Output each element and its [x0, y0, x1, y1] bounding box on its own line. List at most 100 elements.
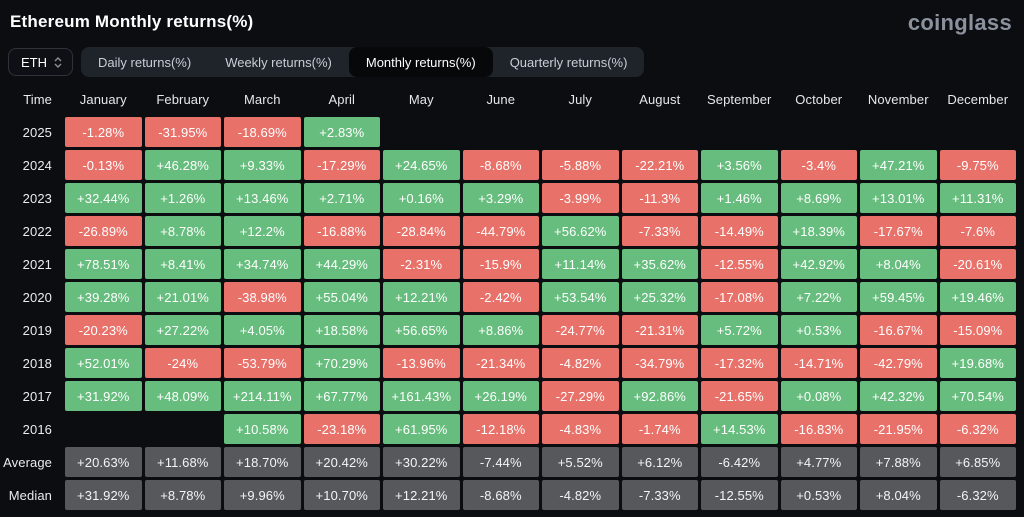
return-cell: -1.28% — [65, 117, 142, 147]
empty-cell — [383, 117, 460, 147]
return-cell: +11.31% — [939, 183, 1016, 213]
column-header-month: December — [947, 91, 1009, 107]
column-header-month: October — [795, 91, 843, 107]
return-cell: +32.44% — [65, 183, 142, 213]
return-cell: -38.98% — [224, 282, 301, 312]
return-cell: -15.9% — [462, 249, 539, 279]
return-cell: +56.65% — [383, 315, 460, 345]
return-cell: -3.99% — [542, 183, 619, 213]
tab-daily-returns[interactable]: Daily returns(%) — [98, 54, 192, 70]
return-cell: +18.39% — [780, 216, 857, 246]
return-cell: -17.08% — [701, 282, 778, 312]
row-label: 2022 — [22, 223, 52, 239]
return-cell: +14.53% — [701, 414, 778, 444]
return-cell: +8.04% — [860, 480, 937, 510]
return-cell: -42.79% — [860, 348, 937, 378]
return-cell: -53.79% — [224, 348, 301, 378]
return-cell: +21.01% — [144, 282, 221, 312]
coinglass-logo[interactable]: coinglass — [907, 10, 1012, 35]
return-cell: +53.54% — [542, 282, 619, 312]
return-cell: +34.74% — [224, 249, 301, 279]
row-label: 2025 — [22, 124, 52, 140]
return-cell: +11.14% — [542, 249, 619, 279]
return-cell: -6.42% — [701, 447, 778, 477]
empty-cell — [701, 117, 778, 147]
return-cell: -4.82% — [542, 480, 619, 510]
column-header-month: July — [568, 91, 593, 107]
empty-cell — [940, 117, 1017, 147]
returns-grid: Time January February March April May June July… — [3, 84, 1017, 510]
return-cell: -16.88% — [303, 216, 380, 246]
return-cell: -2.42% — [462, 282, 539, 312]
return-cell: -7.33% — [621, 216, 698, 246]
return-cell: -15.09% — [939, 315, 1016, 345]
return-cell: -4.83% — [542, 414, 619, 444]
row-label: Average — [3, 454, 52, 470]
return-cell: -1.74% — [621, 414, 698, 444]
column-header-month: May — [408, 91, 434, 107]
return-cell: -24.77% — [542, 315, 619, 345]
return-cell: -3.4% — [780, 150, 857, 180]
return-cell: -14.49% — [701, 216, 778, 246]
return-cell: -12.18% — [462, 414, 539, 444]
column-header-month: November — [867, 91, 929, 107]
return-cell: -20.61% — [939, 249, 1016, 279]
return-cell: -17.29% — [303, 150, 380, 180]
return-cell: +8.04% — [860, 249, 937, 279]
empty-cell — [860, 117, 937, 147]
column-header-month: June — [486, 91, 516, 107]
return-cell: +78.51% — [65, 249, 142, 279]
return-cell: -8.68% — [462, 150, 539, 180]
return-cell: -2.31% — [383, 249, 460, 279]
column-header-month: September — [707, 91, 772, 107]
return-cell: +42.92% — [780, 249, 857, 279]
return-cell: -27.29% — [542, 381, 619, 411]
row-label: 2019 — [22, 322, 52, 338]
return-cell: +92.86% — [621, 381, 698, 411]
row-label: 2016 — [22, 421, 52, 437]
empty-cell — [781, 117, 858, 147]
return-cell: +20.42% — [303, 447, 380, 477]
return-cell: +5.52% — [542, 447, 619, 477]
return-cell: -44.79% — [462, 216, 539, 246]
return-cell: +0.53% — [780, 315, 857, 345]
return-cell: -21.65% — [701, 381, 778, 411]
return-cell: +161.43% — [383, 381, 460, 411]
return-cell: +59.45% — [860, 282, 937, 312]
return-cell: -26.89% — [65, 216, 142, 246]
return-cell: -34.79% — [621, 348, 698, 378]
tab-weekly-returns[interactable]: Weekly returns(%) — [225, 54, 332, 70]
return-cell: +19.46% — [939, 282, 1016, 312]
empty-cell — [65, 414, 142, 444]
tab-quarterly-returns[interactable]: Quarterly returns(%) — [509, 54, 628, 70]
return-cell: +4.77% — [780, 447, 857, 477]
return-cell: -4.82% — [542, 348, 619, 378]
return-cell: +46.28% — [144, 150, 221, 180]
return-cell: -16.67% — [860, 315, 937, 345]
return-cell: +214.11% — [224, 381, 301, 411]
controls-bar: ETH Daily returns(%) Weekly returns(%) M… — [8, 46, 1016, 78]
return-cell: +47.21% — [860, 150, 937, 180]
return-cell: +70.54% — [939, 381, 1016, 411]
return-cell: -7.33% — [621, 480, 698, 510]
row-label: 2023 — [22, 190, 52, 206]
return-cell: +8.78% — [144, 480, 221, 510]
return-cell: +9.33% — [224, 150, 301, 180]
return-cell: +44.29% — [303, 249, 380, 279]
up-down-chevron-icon — [54, 56, 62, 68]
return-cell: +26.19% — [462, 381, 539, 411]
return-cell: +10.58% — [224, 414, 301, 444]
symbol-selector[interactable]: ETH — [8, 48, 73, 76]
row-label: 2020 — [22, 289, 52, 305]
return-cell: +10.70% — [303, 480, 380, 510]
return-cell: +9.96% — [224, 480, 301, 510]
column-header-month: January — [79, 91, 127, 107]
return-cell: +67.77% — [303, 381, 380, 411]
return-cell: +25.32% — [621, 282, 698, 312]
tab-monthly-returns[interactable]: Monthly returns(%) — [348, 47, 493, 77]
return-cell: -31.95% — [144, 117, 221, 147]
return-cell: -17.32% — [701, 348, 778, 378]
symbol-selector-value: ETH — [21, 54, 47, 70]
return-cell: +52.01% — [65, 348, 142, 378]
return-cell: +12.21% — [383, 282, 460, 312]
